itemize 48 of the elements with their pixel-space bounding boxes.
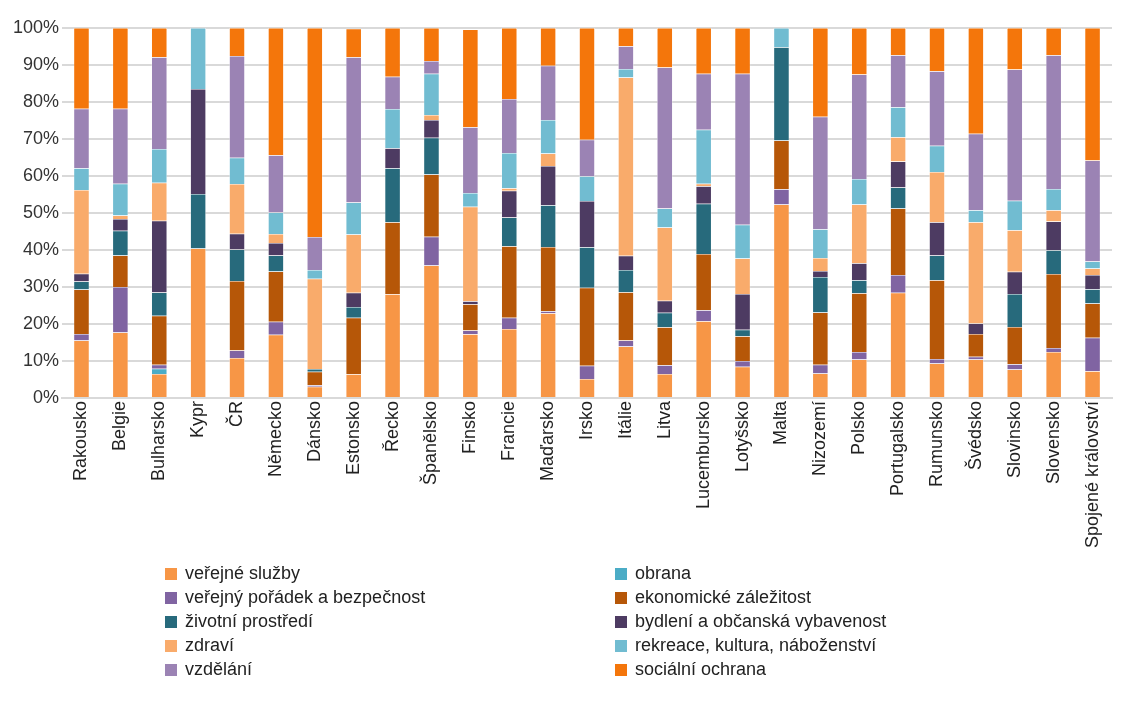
x-tick-label: Estonsko xyxy=(342,400,363,475)
legend-label: životní prostředí xyxy=(185,611,314,632)
legend-label: bydlení a občanská vybavenost xyxy=(635,611,887,632)
legend-label: sociální ochrana xyxy=(635,659,767,680)
x-tick-label: Rakousko xyxy=(70,400,91,481)
x-tick-label: Spojené království xyxy=(1081,400,1102,548)
x-tick-label: Slovinsko xyxy=(1003,400,1024,478)
y-tick-label: 0% xyxy=(33,386,60,407)
x-tick-label: Portugalsko xyxy=(887,400,908,496)
x-tick-label: ČR xyxy=(225,400,246,427)
x-tick-label: Řecko xyxy=(381,400,402,452)
x-tick-label: Belgie xyxy=(109,400,130,451)
x-tick-label: Kypr xyxy=(187,400,208,438)
x-tick-label: Finsko xyxy=(459,400,480,454)
y-tick-label: 70% xyxy=(23,127,60,148)
x-tick-label: Maďarsko xyxy=(537,400,558,482)
x-tick-label: Polsko xyxy=(848,400,869,455)
legend-label: vzdělání xyxy=(185,659,253,680)
x-tick-label: Itálie xyxy=(614,400,635,439)
legend-label: rekreace, kultura, náboženství xyxy=(635,635,877,656)
y-tick-label: 50% xyxy=(23,201,60,222)
y-tick-label: 60% xyxy=(23,164,60,185)
x-tick-label: Lotyšsko xyxy=(731,400,752,472)
y-tick-label: 10% xyxy=(23,349,60,370)
legend-label: obrana xyxy=(635,563,692,584)
x-tick-label: Malta xyxy=(770,399,791,445)
y-tick-label: 90% xyxy=(23,53,60,74)
y-tick-label: 40% xyxy=(23,238,60,259)
x-tick-label: Švédsko xyxy=(963,400,985,470)
x-tick-label: Litva xyxy=(653,399,674,439)
x-tick-label: Španělsko xyxy=(419,400,441,485)
x-tick-label: Bulharsko xyxy=(148,400,169,481)
legend-label: zdraví xyxy=(185,635,235,656)
y-tick-label: 80% xyxy=(23,90,60,111)
legend-label: veřejný pořádek a bezpečnost xyxy=(185,587,426,608)
x-tick-label: Dánsko xyxy=(303,400,324,462)
x-tick-label: Slovensko xyxy=(1042,400,1063,484)
y-tick-label: 30% xyxy=(23,275,60,296)
x-tick-label: Německo xyxy=(264,400,285,477)
y-tick-label: 100% xyxy=(12,16,60,37)
x-tick-label: Lucembursko xyxy=(692,400,713,509)
x-tick-label: Irsko xyxy=(575,400,596,440)
x-tick-label: Rumunsko xyxy=(925,400,946,487)
x-tick-label: Nizozemí xyxy=(809,400,830,476)
legend-label: veřejné služby xyxy=(185,563,301,584)
y-tick-label: 20% xyxy=(23,312,60,333)
x-tick-label: Francie xyxy=(498,400,519,461)
legend-label: ekonomické záležitost xyxy=(635,587,812,608)
